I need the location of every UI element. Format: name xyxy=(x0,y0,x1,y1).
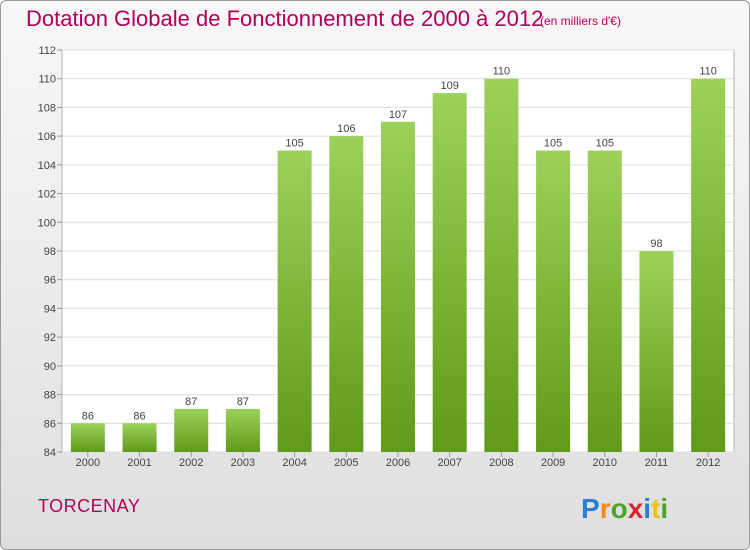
y-tick-label: 84 xyxy=(44,447,56,459)
bar xyxy=(225,408,260,452)
bar xyxy=(587,150,622,452)
x-tick-label: 2011 xyxy=(645,457,669,469)
x-tick-label: 2004 xyxy=(282,457,306,469)
data-label: 86 xyxy=(133,410,145,422)
bar xyxy=(329,136,364,452)
data-label: 105 xyxy=(596,138,614,150)
data-label: 87 xyxy=(185,396,197,408)
y-tick-label: 108 xyxy=(38,102,56,114)
x-tick-label: 2012 xyxy=(696,457,720,469)
data-label: 109 xyxy=(441,80,459,92)
x-tick-label: 2010 xyxy=(593,457,617,469)
town-name: TORCENAY xyxy=(38,496,141,516)
chart-subtitle: (en milliers d'€) xyxy=(540,14,621,28)
x-tick-label: 2002 xyxy=(179,457,203,469)
data-label: 86 xyxy=(82,410,94,422)
bar xyxy=(536,150,571,452)
y-tick-label: 90 xyxy=(44,361,56,373)
bar xyxy=(432,93,467,453)
y-tick-label: 98 xyxy=(44,246,56,258)
bar xyxy=(122,423,157,452)
x-tick-label: 2000 xyxy=(76,457,100,469)
x-tick-label: 2009 xyxy=(541,457,565,469)
chart-title: Dotation Globale de Fonctionnement de 20… xyxy=(26,6,544,31)
data-label: 106 xyxy=(337,123,355,135)
x-tick-label: 2007 xyxy=(437,457,461,469)
svg-text:Proxiti: Proxiti xyxy=(581,493,668,524)
y-tick-label: 96 xyxy=(44,275,56,287)
y-tick-label: 112 xyxy=(38,45,56,57)
y-tick-label: 86 xyxy=(44,418,56,430)
data-label: 110 xyxy=(493,66,511,78)
y-tick-label: 110 xyxy=(38,74,56,86)
bar xyxy=(174,408,209,452)
bars: 86 86 87 87 105 106 107 109 110 105 105 98 110 xyxy=(70,66,726,453)
y-axis: 84 86 88 90 92 94 96 98 100 102 104 106 108 110 112 xyxy=(38,45,62,459)
bar xyxy=(381,121,415,453)
x-axis: 2000 2001 2002 2003 2004 2005 2006 2007 2008 2009… xyxy=(76,452,720,469)
x-tick-label: 2003 xyxy=(231,457,255,469)
data-label: 87 xyxy=(237,396,249,408)
x-tick-label: 2006 xyxy=(386,457,410,469)
bar xyxy=(70,423,105,452)
data-label: 107 xyxy=(389,109,407,121)
data-label: 110 xyxy=(699,66,717,78)
bar xyxy=(277,150,312,452)
y-tick-label: 104 xyxy=(38,160,56,172)
y-tick-label: 94 xyxy=(44,303,56,315)
y-tick-label: 102 xyxy=(38,189,56,201)
x-tick-label: 2001 xyxy=(127,457,151,469)
data-label: 105 xyxy=(544,138,562,150)
y-tick-label: 100 xyxy=(38,217,56,229)
bar xyxy=(691,78,726,452)
y-tick-label: 88 xyxy=(44,390,56,402)
x-tick-label: 2005 xyxy=(334,457,358,469)
x-tick-label: 2008 xyxy=(489,457,513,469)
proxiti-logo: Proxiti xyxy=(581,493,668,524)
y-tick-label: 106 xyxy=(38,131,56,143)
bar xyxy=(484,78,519,452)
y-tick-label: 92 xyxy=(44,332,56,344)
bar xyxy=(639,251,674,452)
data-label: 98 xyxy=(650,238,662,250)
data-label: 105 xyxy=(285,138,303,150)
